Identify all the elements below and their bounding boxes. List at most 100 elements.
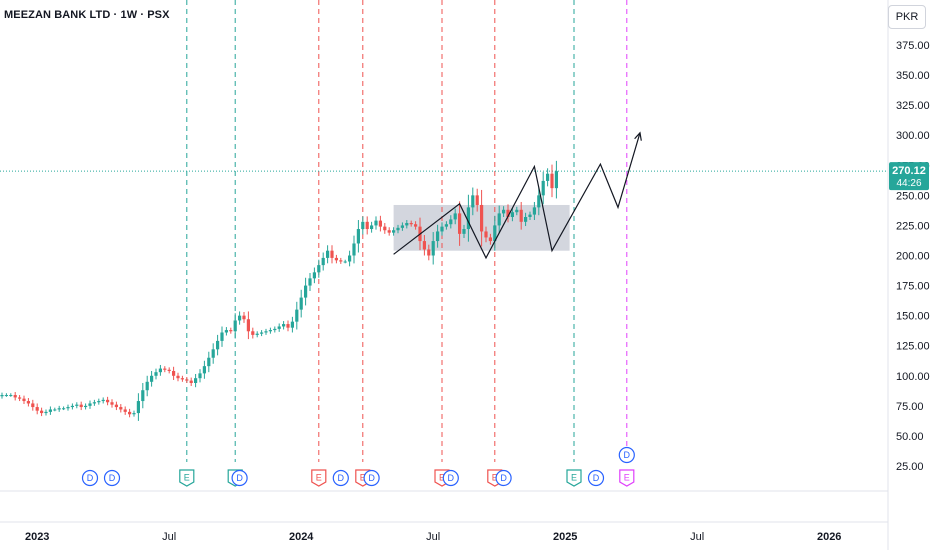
candle[interactable]	[233, 313, 237, 339]
earnings-badge[interactable]: E	[311, 469, 327, 487]
candle[interactable]	[9, 393, 13, 397]
candle[interactable]	[493, 215, 497, 251]
candle[interactable]	[26, 398, 30, 407]
candle[interactable]	[18, 395, 22, 402]
candle[interactable]	[268, 327, 272, 334]
candle[interactable]	[62, 406, 66, 411]
candle[interactable]	[92, 399, 96, 406]
candle[interactable]	[44, 409, 48, 416]
candle[interactable]	[242, 312, 246, 323]
candle[interactable]	[0, 392, 4, 399]
dividend-badge[interactable]: D	[332, 469, 349, 487]
candle[interactable]	[326, 245, 330, 264]
candle[interactable]	[537, 187, 541, 216]
candle[interactable]	[400, 222, 404, 231]
candle[interactable]	[35, 403, 39, 415]
currency-button[interactable]: PKR	[888, 5, 926, 29]
candle[interactable]	[422, 235, 426, 256]
candle[interactable]	[101, 397, 105, 404]
candle[interactable]	[123, 406, 127, 415]
candle[interactable]	[207, 351, 211, 373]
candle[interactable]	[502, 206, 506, 218]
earnings-badge[interactable]: E	[566, 469, 582, 487]
candle[interactable]	[515, 206, 519, 216]
candle[interactable]	[110, 399, 114, 408]
candle[interactable]	[475, 188, 479, 212]
candle[interactable]	[145, 375, 149, 397]
candle[interactable]	[194, 373, 198, 388]
earnings-badge[interactable]: E	[179, 469, 195, 487]
candle[interactable]	[356, 220, 360, 253]
candle[interactable]	[348, 250, 352, 267]
candle[interactable]	[220, 326, 224, 347]
candle[interactable]	[277, 323, 281, 332]
dividend-badge[interactable]: D	[618, 446, 635, 464]
candle[interactable]	[308, 272, 312, 291]
candle[interactable]	[136, 393, 140, 421]
candle[interactable]	[458, 201, 462, 246]
candle[interactable]	[554, 160, 558, 199]
candle[interactable]	[361, 216, 365, 235]
candle[interactable]	[180, 375, 184, 382]
candle[interactable]	[352, 235, 356, 264]
candle[interactable]	[114, 401, 118, 411]
candle[interactable]	[370, 221, 374, 233]
candle[interactable]	[295, 301, 299, 330]
dividend-badge[interactable]: D	[231, 469, 248, 487]
candle[interactable]	[141, 383, 145, 409]
candle[interactable]	[216, 334, 220, 356]
candle[interactable]	[471, 187, 475, 216]
candle[interactable]	[524, 212, 528, 227]
candle[interactable]	[330, 245, 334, 264]
candle[interactable]	[150, 370, 154, 387]
candle[interactable]	[189, 377, 193, 387]
candle[interactable]	[224, 327, 228, 336]
candle[interactable]	[13, 392, 17, 401]
candle[interactable]	[392, 227, 396, 236]
candle[interactable]	[119, 404, 123, 413]
candle[interactable]	[444, 221, 448, 230]
candle[interactable]	[97, 398, 101, 405]
candle[interactable]	[528, 211, 532, 221]
candle[interactable]	[264, 328, 268, 335]
candle[interactable]	[510, 207, 514, 222]
candle[interactable]	[48, 406, 52, 415]
dividend-badge[interactable]: D	[587, 469, 605, 487]
candle[interactable]	[255, 331, 259, 338]
candle[interactable]	[383, 223, 387, 234]
candle[interactable]	[70, 403, 74, 410]
candle[interactable]	[304, 277, 308, 306]
candle[interactable]	[22, 395, 26, 405]
candle[interactable]	[374, 216, 378, 230]
candle[interactable]	[246, 311, 250, 340]
candle[interactable]	[462, 224, 466, 239]
candle[interactable]	[4, 393, 8, 397]
candle[interactable]	[550, 164, 554, 198]
candle[interactable]	[387, 227, 391, 236]
candle[interactable]	[453, 208, 457, 225]
dividend-badge[interactable]: D	[442, 469, 459, 487]
candle[interactable]	[75, 402, 79, 409]
candle[interactable]	[488, 233, 492, 245]
candle[interactable]	[273, 326, 277, 333]
candle[interactable]	[396, 224, 400, 234]
candle[interactable]	[321, 252, 325, 271]
dividend-badge[interactable]: D	[103, 469, 121, 487]
candle[interactable]	[506, 204, 510, 223]
candle[interactable]	[53, 407, 57, 412]
candle[interactable]	[79, 401, 83, 411]
candle[interactable]	[378, 215, 382, 232]
candle[interactable]	[172, 366, 176, 380]
candle[interactable]	[176, 372, 180, 382]
candle[interactable]	[312, 267, 316, 284]
candle[interactable]	[427, 244, 431, 261]
earnings-badge[interactable]: E	[619, 469, 635, 487]
candle[interactable]	[414, 221, 418, 230]
candle[interactable]	[484, 226, 488, 243]
candle[interactable]	[31, 399, 35, 411]
candle[interactable]	[282, 321, 286, 330]
candle[interactable]	[251, 327, 255, 339]
candle[interactable]	[339, 257, 343, 264]
dividend-badge[interactable]: D	[81, 469, 99, 487]
